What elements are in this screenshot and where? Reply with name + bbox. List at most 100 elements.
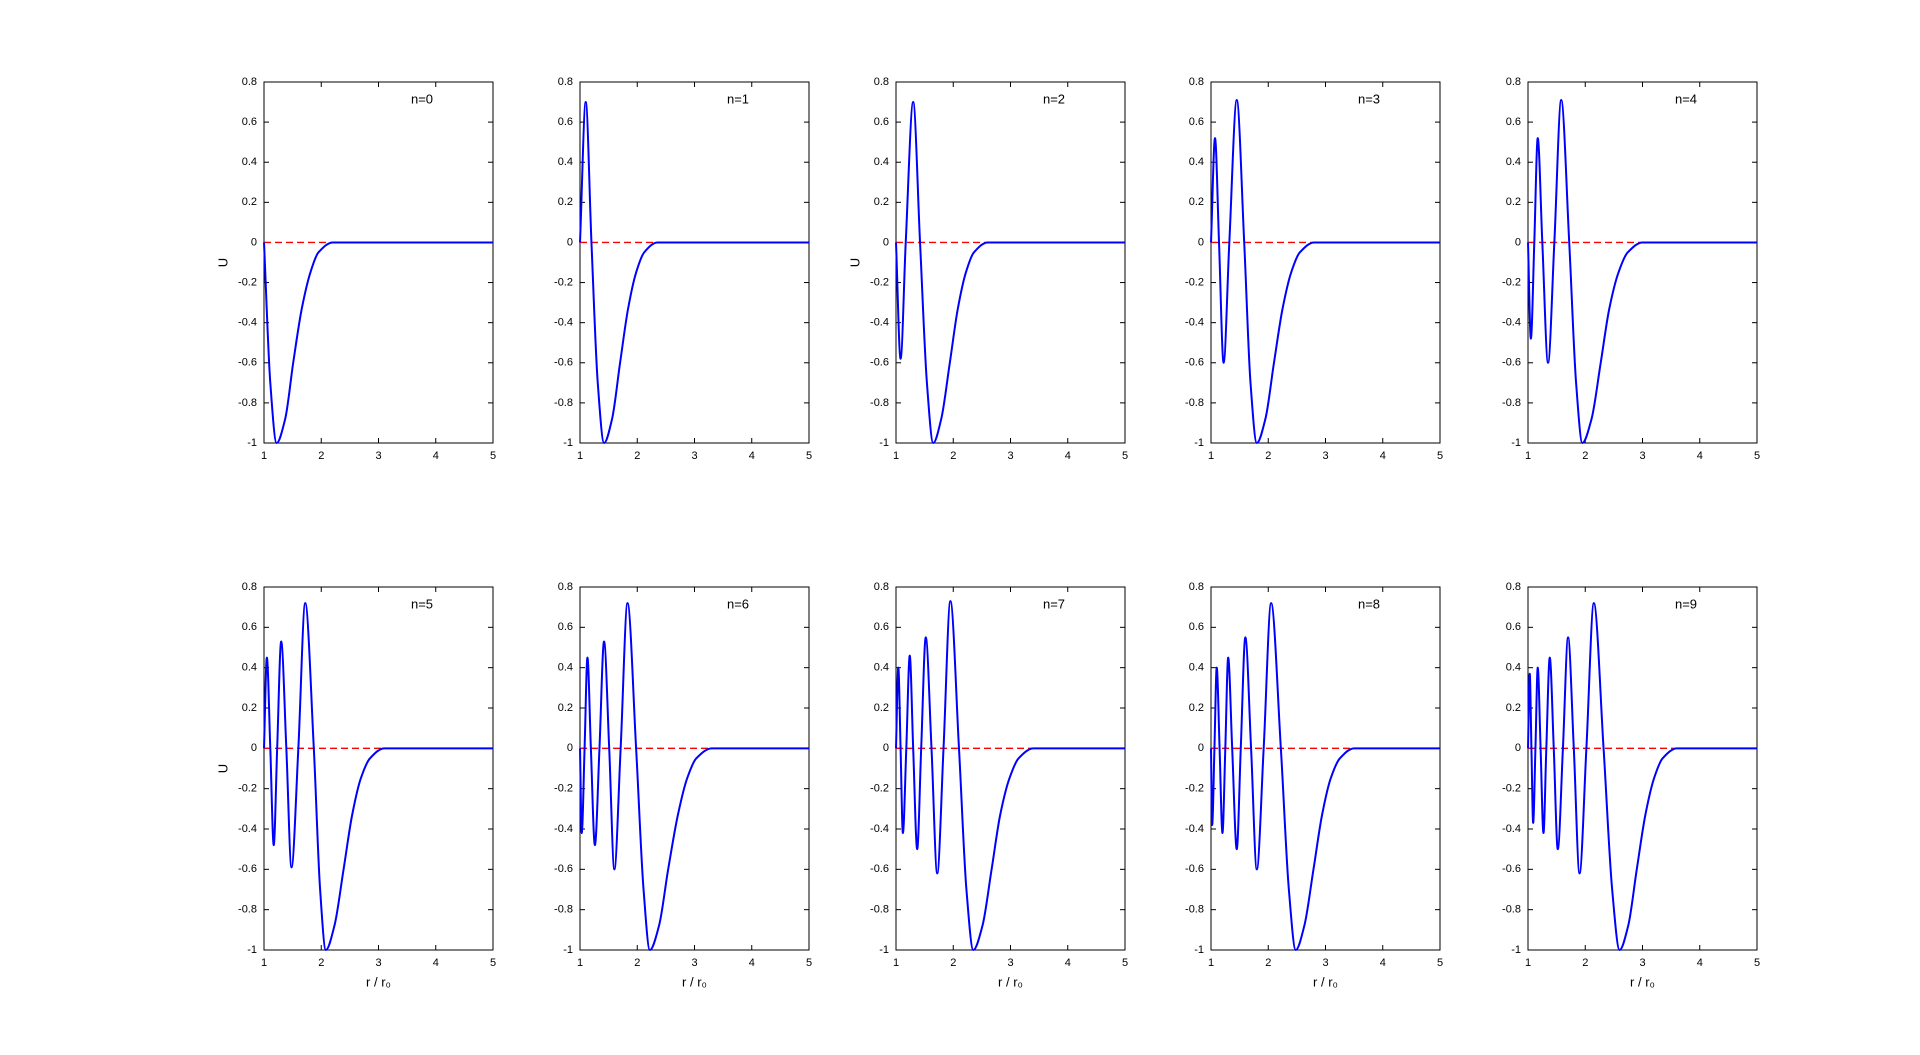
x-tick-label: 1 <box>1208 957 1214 969</box>
y-tick-label: -0.4 <box>238 823 257 835</box>
y-tick-label: -0.2 <box>238 783 257 795</box>
curve <box>579 602 809 952</box>
x-tick-label: 5 <box>1437 957 1443 969</box>
x-tick-label: 3 <box>1322 957 1328 969</box>
y-tick-label: 0.6 <box>1506 116 1521 128</box>
x-tick-label: 4 <box>1065 957 1071 969</box>
annotation: n=4 <box>1675 91 1697 106</box>
y-tick-label: 0.2 <box>242 196 257 208</box>
x-tick-label: 1 <box>261 957 267 969</box>
y-tick-label: 0.8 <box>1506 76 1521 88</box>
y-tick-label: -0.4 <box>870 317 889 329</box>
y-tick-label: -0.6 <box>238 863 257 875</box>
curve <box>579 101 809 445</box>
y-tick-label: -0.2 <box>238 276 257 288</box>
y-tick-label: 0.2 <box>874 702 889 714</box>
x-tick-label: 2 <box>318 957 324 969</box>
x-tick-label: 1 <box>261 450 267 462</box>
y-tick-label: 0.6 <box>558 621 573 633</box>
axes-box <box>1527 81 1758 444</box>
y-tick-label: -1 <box>563 437 573 449</box>
y-tick-label: 0.8 <box>1506 581 1521 593</box>
annotation: n=7 <box>1043 596 1065 611</box>
y-tick-label: -0.2 <box>870 783 889 795</box>
x-tick-label: 1 <box>893 957 899 969</box>
x-tick-label: 4 <box>749 450 755 462</box>
y-tick-label: 0.2 <box>1189 702 1204 714</box>
y-tick-label: -1 <box>247 944 257 956</box>
y-tick-label: -0.8 <box>554 904 573 916</box>
x-tick-label: 3 <box>375 957 381 969</box>
x-tick-label: 1 <box>1525 957 1531 969</box>
x-tick-label: 5 <box>490 450 496 462</box>
y-tick-label: -0.2 <box>1502 276 1521 288</box>
y-tick-label: -0.4 <box>1185 823 1204 835</box>
y-tick-label: 0 <box>567 742 573 754</box>
y-tick-label: 0.8 <box>874 76 889 88</box>
x-tick-label: 5 <box>1122 450 1128 462</box>
y-tick-label: 0.4 <box>1189 156 1204 168</box>
y-axis-label: U <box>215 258 230 267</box>
x-tick-label: 1 <box>1525 450 1531 462</box>
y-tick-label: -0.2 <box>554 783 573 795</box>
y-tick-label: 0.2 <box>1506 702 1521 714</box>
y-tick-label: 0.8 <box>558 76 573 88</box>
y-tick-label: -1 <box>879 944 889 956</box>
axes-box <box>1210 586 1441 951</box>
x-tick-label: 3 <box>1639 450 1645 462</box>
x-tick-label: 4 <box>1380 450 1386 462</box>
y-tick-label: 0.8 <box>242 76 257 88</box>
x-tick-label: 3 <box>691 957 697 969</box>
y-tick-label: 0 <box>1515 742 1521 754</box>
y-tick-label: -1 <box>563 944 573 956</box>
x-axis-label: r / r₀ <box>1630 974 1655 989</box>
y-tick-label: 0.4 <box>1506 156 1521 168</box>
x-tick-label: 3 <box>1007 450 1013 462</box>
x-tick-label: 2 <box>1265 957 1271 969</box>
y-tick-label: -0.4 <box>554 823 573 835</box>
y-tick-label: 0 <box>251 742 257 754</box>
y-axis-label: U <box>847 258 862 267</box>
y-axis-label: U <box>215 764 230 773</box>
y-tick-label: -0.8 <box>554 397 573 409</box>
y-tick-label: 0.6 <box>558 116 573 128</box>
y-tick-label: -0.6 <box>1185 863 1204 875</box>
axes-box <box>579 586 810 951</box>
y-tick-label: -0.6 <box>870 357 889 369</box>
x-tick-label: 2 <box>634 450 640 462</box>
y-tick-label: 0.2 <box>874 196 889 208</box>
x-tick-label: 3 <box>1007 957 1013 969</box>
y-tick-label: -0.8 <box>1185 904 1204 916</box>
annotation: n=6 <box>727 596 749 611</box>
curve <box>1210 602 1440 952</box>
y-tick-label: 0.2 <box>558 702 573 714</box>
x-tick-label: 2 <box>634 957 640 969</box>
y-tick-label: 0.2 <box>1189 196 1204 208</box>
x-tick-label: 4 <box>1697 450 1703 462</box>
y-tick-label: 0.4 <box>558 662 573 674</box>
y-tick-label: 0.4 <box>1506 662 1521 674</box>
x-tick-label: 4 <box>1697 957 1703 969</box>
x-axis-label: r / r₀ <box>998 974 1023 989</box>
y-tick-label: -0.4 <box>1502 317 1521 329</box>
y-tick-label: -0.2 <box>1502 783 1521 795</box>
y-tick-label: -0.4 <box>1502 823 1521 835</box>
y-tick-label: 0.6 <box>1189 116 1204 128</box>
y-tick-label: 0 <box>1198 236 1204 248</box>
x-tick-label: 2 <box>950 450 956 462</box>
annotation: n=9 <box>1675 596 1697 611</box>
x-tick-label: 2 <box>1265 450 1271 462</box>
x-tick-label: 3 <box>375 450 381 462</box>
x-tick-label: 3 <box>1322 450 1328 462</box>
x-tick-label: 5 <box>1437 450 1443 462</box>
y-tick-label: -0.4 <box>554 317 573 329</box>
y-tick-label: 0.6 <box>874 116 889 128</box>
annotation: n=8 <box>1358 596 1380 611</box>
curve <box>1527 602 1757 952</box>
x-tick-label: 4 <box>1380 957 1386 969</box>
y-tick-label: -0.2 <box>554 276 573 288</box>
curve <box>263 602 493 952</box>
y-tick-label: 0 <box>567 236 573 248</box>
curve <box>1210 99 1440 445</box>
